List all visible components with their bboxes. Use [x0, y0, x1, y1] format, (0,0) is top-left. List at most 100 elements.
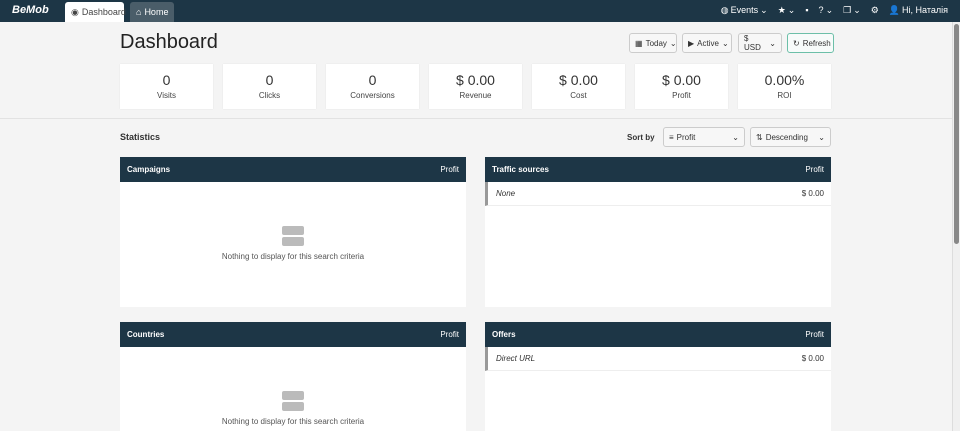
stat-cost: $ 0.00 Cost	[532, 64, 625, 109]
chevron-down-icon: ⌄	[769, 38, 776, 48]
stat-value: $ 0.00	[559, 72, 598, 88]
gear-icon[interactable]: ⚙	[870, 4, 879, 15]
panel-header: Countries Profit	[120, 322, 466, 347]
refresh-button[interactable]: ↻ Refresh	[787, 33, 834, 53]
dashboard-icon: ◉	[71, 6, 79, 17]
item-name: None	[496, 189, 516, 198]
stat-visits: 0 Visits	[120, 64, 213, 109]
star-icon: ★	[777, 4, 786, 15]
stat-value: 0.00%	[764, 72, 805, 88]
stat-label: Cost	[570, 91, 587, 100]
tab-dashboard[interactable]: ◉ Dashboard	[65, 2, 126, 22]
column-header: Profit	[805, 165, 824, 174]
tab-home[interactable]: ⌂ Home	[130, 2, 174, 22]
question-icon: ?	[818, 5, 824, 15]
item-name: Direct URL	[496, 354, 536, 363]
stat-label: Conversions	[350, 91, 395, 100]
list-icon: ≡	[669, 132, 674, 142]
currency-label: $ USD	[744, 34, 761, 52]
scrollbar[interactable]	[952, 22, 960, 431]
chat-icon[interactable]: ▪	[805, 5, 809, 15]
divider	[0, 118, 952, 119]
panel-title: Campaigns	[127, 165, 171, 174]
item-value: $ 0.00	[801, 189, 824, 198]
list-item[interactable]: None $ 0.00	[485, 182, 831, 206]
scrollbar-thumb[interactable]	[954, 24, 959, 244]
chevron-down-icon: ⌄	[669, 38, 677, 48]
countries-panel: Countries Profit Nothing to display for t…	[120, 322, 466, 431]
traffic-sources-panel: Traffic sources Profit None $ 0.00	[485, 157, 831, 307]
date-label: Today	[645, 38, 667, 48]
sort-field-select[interactable]: ≡ Profit ⌄	[663, 127, 745, 147]
stat-revenue: $ 0.00 Revenue	[429, 64, 522, 109]
stat-value: 0	[162, 72, 171, 88]
tab-label: Home	[144, 7, 169, 17]
events-label: Events	[730, 5, 759, 15]
stat-value: 0	[368, 72, 377, 88]
stat-clicks: 0 Clicks	[223, 64, 316, 109]
refresh-label: Refresh	[802, 38, 831, 48]
stat-value: $ 0.00	[662, 72, 701, 88]
sort-field-value: Profit	[676, 132, 696, 142]
events-menu[interactable]: ◍ Events ⌄	[721, 5, 768, 16]
stat-label: Clicks	[258, 91, 281, 100]
top-navbar: BeMob ◉ Dashboard ⌂ Home ◍ Events ⌄ ★ ⌄ ▪ ? ⌄ …	[0, 0, 960, 22]
chevron-down-icon: ⌄	[721, 38, 729, 48]
offers-panel: Offers Profit Direct URL $ 0.00	[485, 322, 831, 431]
calendar-icon: ▦	[635, 38, 643, 48]
server-icon	[282, 226, 304, 246]
chevron-down-icon: ⌄	[818, 132, 825, 142]
empty-state: Nothing to display for this search crite…	[120, 391, 466, 426]
user-name: Hi, Наталія	[902, 5, 948, 15]
help-menu[interactable]: ? ⌄	[818, 4, 834, 16]
currency-select[interactable]: $ USD ⌄	[738, 33, 782, 53]
empty-state: Nothing to display for this search crite…	[120, 226, 466, 261]
play-icon: ▶	[688, 38, 695, 48]
page-title: Dashboard	[120, 31, 218, 53]
windows-icon: ❐	[843, 4, 852, 15]
campaigns-panel: Campaigns Profit Nothing to display for t…	[120, 157, 466, 307]
column-header: Profit	[805, 330, 824, 339]
chevron-down-icon: ⌄	[760, 4, 768, 15]
server-icon	[282, 391, 304, 411]
sort-order-value: Descending	[765, 132, 808, 142]
panel-header: Traffic sources Profit	[485, 157, 831, 182]
column-header: Profit	[440, 165, 459, 174]
column-header: Profit	[440, 330, 459, 339]
bemob-logo[interactable]: BeMob	[12, 4, 49, 16]
list-item[interactable]: Direct URL $ 0.00	[485, 347, 831, 371]
stat-label: ROI	[777, 91, 792, 100]
date-range-select[interactable]: ▦ Today ⌄	[629, 33, 677, 53]
user-icon: 👤	[888, 4, 901, 15]
stat-conversions: 0 Conversions	[326, 64, 419, 109]
panel-title: Traffic sources	[492, 165, 549, 174]
stat-label: Revenue	[459, 91, 492, 100]
windows-menu[interactable]: ❐ ⌄	[843, 4, 861, 15]
empty-message: Nothing to display for this search crite…	[221, 252, 365, 261]
panel-title: Offers	[492, 330, 516, 339]
stat-profit: $ 0.00 Profit	[635, 64, 728, 109]
panel-header: Campaigns Profit	[120, 157, 466, 182]
sort-order-select[interactable]: ⇅ Descending ⌄	[750, 127, 831, 147]
refresh-icon: ↻	[793, 38, 800, 48]
chevron-down-icon: ⌄	[732, 132, 739, 142]
stat-label: Visits	[157, 91, 176, 100]
stat-label: Profit	[672, 91, 691, 100]
favorites-menu[interactable]: ★ ⌄	[777, 4, 796, 15]
empty-message: Nothing to display for this search crite…	[221, 417, 365, 426]
globe-icon: ◍	[720, 4, 729, 15]
panel-header: Offers Profit	[485, 322, 831, 347]
user-menu[interactable]: 👤 Hi, Наталія	[889, 5, 948, 16]
tab-label: Dashboard	[81, 7, 126, 17]
status-label: Active	[697, 38, 719, 48]
panel-title: Countries	[127, 330, 165, 339]
item-value: $ 0.00	[801, 354, 824, 363]
sort-by-label: Sort by	[627, 133, 655, 142]
home-icon: ⌂	[136, 7, 142, 17]
statistics-title: Statistics	[120, 132, 161, 142]
stat-value: $ 0.00	[456, 72, 495, 88]
sort-icon: ⇅	[756, 132, 763, 142]
stat-value: 0	[265, 72, 274, 88]
stat-roi: 0.00% ROI	[738, 64, 831, 109]
status-select[interactable]: ▶ Active ⌄	[682, 33, 732, 53]
